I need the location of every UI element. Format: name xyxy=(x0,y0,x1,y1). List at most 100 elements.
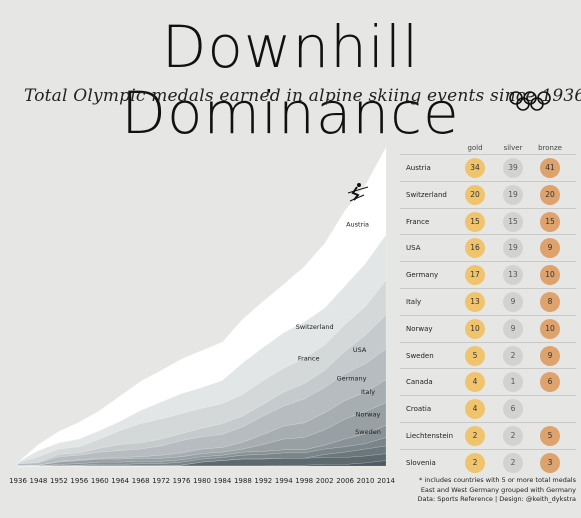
country-name: Germany xyxy=(406,271,439,280)
silver-medal-count: 2 xyxy=(503,452,523,473)
row-divider xyxy=(400,368,576,370)
page-title: Downhill Dominance xyxy=(121,13,460,147)
gold-medal-count: 4 xyxy=(465,372,485,393)
series-label-germany: Germany xyxy=(337,374,367,382)
silver-header: silver xyxy=(503,144,523,152)
row-divider xyxy=(400,261,576,263)
chart-area-labels: Sweden Norway Italy Germany USA France Switzer… xyxy=(296,221,381,436)
gold-medal-count: 20 xyxy=(465,184,485,205)
bronze-medal-count: 41 xyxy=(540,158,560,178)
area-liechtenstein xyxy=(18,453,387,467)
country-name: Switzerland xyxy=(406,190,447,199)
gold-medal-count: 13 xyxy=(465,292,485,312)
silver-medal-count: 19 xyxy=(503,238,523,259)
table-row: Sweden 5 2 9 xyxy=(400,341,576,369)
country-name: Canada xyxy=(406,378,433,387)
silver-medal-count: 9 xyxy=(503,292,523,312)
table-row: Canada 4 1 6 xyxy=(400,368,576,395)
row-divider xyxy=(400,395,576,397)
country-name: USA xyxy=(406,244,421,253)
table-row: Norway 10 9 10 xyxy=(400,314,576,342)
footnotes: * includes countries with 5 or more tota… xyxy=(400,476,576,505)
bronze-medal-count: 8 xyxy=(540,292,560,312)
x-tick-label: 1956 xyxy=(70,477,88,485)
row-divider xyxy=(400,422,576,423)
note-source: Data: Sports Reference | Design: @keith_… xyxy=(417,495,576,503)
x-tick-label: 1964 xyxy=(111,477,129,485)
gold-header: gold xyxy=(467,144,483,152)
gold-medal-count: 10 xyxy=(465,318,485,339)
x-tick-label: 1998 xyxy=(295,477,313,485)
table-row: Liechtenstein 2 2 5 xyxy=(400,422,576,449)
country-name: Sweden xyxy=(406,351,434,360)
country-name: Austria xyxy=(406,164,431,172)
skier-icon xyxy=(347,183,369,202)
x-tick-label: 2014 xyxy=(377,477,395,485)
bronze-medal-count: 9 xyxy=(540,345,560,366)
table-row: Switzerland 20 19 20 xyxy=(400,180,576,208)
x-tick-label: 1992 xyxy=(254,477,272,485)
olympic-rings-icon xyxy=(509,91,551,111)
series-label-france: France xyxy=(298,354,320,362)
x-tick-label: 1972 xyxy=(152,477,170,485)
row-divider xyxy=(400,154,576,155)
note-criteria: * includes countries with 5 or more tota… xyxy=(419,476,576,484)
table-row: Austria 34 39 41 xyxy=(400,154,576,181)
silver-medal-count: 15 xyxy=(503,211,523,232)
page-subtitle: Total Olympic medals earned in alpine sk… xyxy=(24,86,581,106)
x-tick-label: 1968 xyxy=(132,477,150,485)
series-label-sweden: Sweden xyxy=(355,428,381,436)
bronze-medal-count: 3 xyxy=(540,452,560,473)
series-label-italy: Italy xyxy=(361,388,375,396)
gold-medal-count: 2 xyxy=(465,452,485,473)
row-divider xyxy=(400,234,576,236)
gold-medal-count: 17 xyxy=(465,265,485,286)
country-name: France xyxy=(406,217,430,226)
silver-medal-count: 13 xyxy=(503,265,523,286)
stacked-area-chart: Sweden Norway Italy Germany USA France Switzer… xyxy=(9,147,395,485)
x-tick-label: 1936 xyxy=(9,477,27,485)
row-divider xyxy=(400,207,576,209)
row-divider xyxy=(400,448,576,450)
row-divider xyxy=(400,288,576,289)
table-row: France 15 15 15 xyxy=(400,207,576,235)
x-tick-label: 1994 xyxy=(275,477,293,485)
x-tick-label: 1952 xyxy=(50,477,68,485)
table-row: Italy 13 9 8 xyxy=(400,288,576,315)
bronze-medal-count: 5 xyxy=(540,426,560,446)
bronze-header: bronze xyxy=(538,144,562,152)
country-name: Slovenia xyxy=(406,458,436,467)
bronze-medal-count: 20 xyxy=(540,184,560,205)
table-row: Slovenia 2 2 3 xyxy=(400,448,576,476)
gold-medal-count: 5 xyxy=(465,345,485,366)
row-divider xyxy=(400,180,576,182)
silver-medal-count: 2 xyxy=(503,345,523,366)
silver-medal-count: 6 xyxy=(503,399,523,420)
bronze-medal-count: 9 xyxy=(540,238,560,259)
country-name: Croatia xyxy=(406,405,432,414)
silver-medal-count: 9 xyxy=(503,318,523,339)
row-divider xyxy=(400,341,576,343)
silver-medal-count: 2 xyxy=(503,426,523,446)
silver-medal-count: 39 xyxy=(503,158,523,178)
gold-medal-count: 15 xyxy=(465,211,485,232)
area-croatia xyxy=(18,445,387,467)
x-tick-label: 1976 xyxy=(173,477,191,485)
gold-medal-count: 34 xyxy=(465,158,485,178)
x-tick-label: 1988 xyxy=(234,477,252,485)
x-tick-label: 1960 xyxy=(91,477,109,485)
country-name: Liechtenstein xyxy=(406,432,454,440)
bronze-medal-count: 15 xyxy=(540,211,560,232)
gold-medal-count: 16 xyxy=(465,238,485,259)
x-tick-label: 1984 xyxy=(214,477,232,485)
bronze-medal-count: 10 xyxy=(540,318,560,339)
table-row: USA 16 19 9 xyxy=(400,234,576,261)
note-germany: East and West Germany grouped with Germa… xyxy=(420,485,576,494)
country-name: Norway xyxy=(406,324,433,333)
area-canada xyxy=(18,437,387,467)
silver-medal-count: 1 xyxy=(503,372,523,393)
country-name: Italy xyxy=(406,298,422,306)
series-label-norway: Norway xyxy=(356,411,381,419)
silver-medal-count: 19 xyxy=(503,184,523,205)
x-tick-label: 1948 xyxy=(30,477,48,485)
